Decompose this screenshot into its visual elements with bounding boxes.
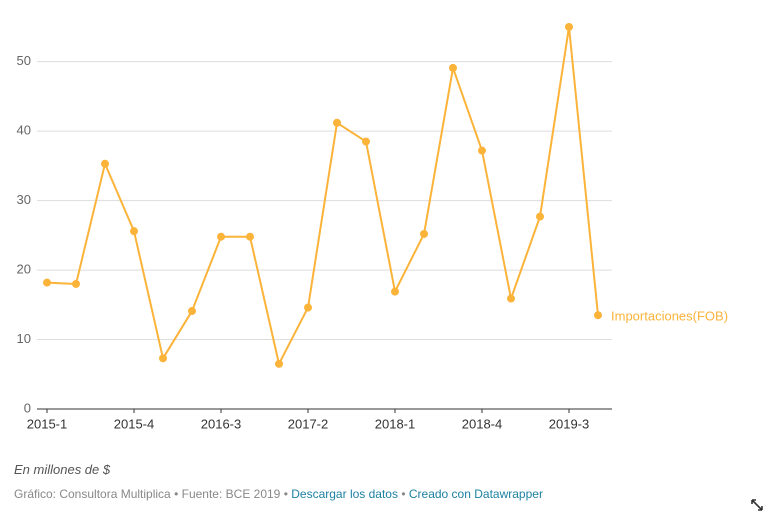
x-tick-label: 2018-4 bbox=[462, 416, 502, 431]
point bbox=[159, 354, 167, 363]
point bbox=[333, 118, 341, 127]
point bbox=[565, 22, 573, 31]
separator: • bbox=[174, 487, 179, 501]
series-label: Importaciones(FOB) bbox=[611, 309, 728, 324]
point bbox=[72, 279, 80, 288]
line bbox=[46, 25, 599, 365]
y-tick-label: 0 bbox=[24, 400, 31, 415]
y-tick-label: 10 bbox=[17, 331, 31, 346]
point bbox=[478, 146, 486, 155]
point bbox=[304, 303, 312, 312]
y-tick-label: 20 bbox=[17, 262, 31, 277]
notes: En millones de $ bbox=[14, 462, 111, 477]
chart-by: Gráfico: Consultora Multiplica bbox=[14, 487, 171, 501]
x-tick-label: 2016-3 bbox=[201, 416, 241, 431]
footer: Gráfico: Consultora Multiplica • Fuente:… bbox=[14, 487, 543, 501]
y-tick-label: 30 bbox=[17, 192, 31, 207]
point bbox=[130, 227, 138, 236]
download-link[interactable]: Descargar los datos bbox=[291, 487, 398, 501]
datawrapper-link[interactable]: Creado con Datawrapper bbox=[408, 487, 543, 501]
point bbox=[217, 232, 225, 241]
x-tick-label: 2015-1 bbox=[27, 416, 67, 431]
x-tick-label: 2017-2 bbox=[288, 416, 328, 431]
source: Fuente: BCE 2019 bbox=[181, 487, 281, 501]
resize-icon[interactable] bbox=[750, 498, 764, 512]
point bbox=[420, 229, 428, 238]
x-tick-label: 2019-3 bbox=[549, 416, 589, 431]
point bbox=[507, 294, 515, 303]
chart: 0 10 20 30 40 50 2015-1 2015-4 2016-3 2017-2 2018-… bbox=[17, 22, 728, 431]
point bbox=[594, 311, 602, 320]
x-tick-label: 2018-1 bbox=[375, 416, 415, 431]
y-tick-label: 50 bbox=[17, 53, 31, 68]
point bbox=[188, 307, 196, 316]
point bbox=[536, 212, 544, 221]
point bbox=[246, 232, 254, 241]
x-tick-label: 2015-4 bbox=[114, 416, 154, 431]
point bbox=[275, 359, 283, 368]
y-tick-label: 40 bbox=[17, 123, 31, 138]
point bbox=[391, 287, 399, 296]
separator: • bbox=[283, 487, 288, 501]
point bbox=[101, 159, 109, 168]
point bbox=[449, 63, 457, 72]
separator: • bbox=[401, 487, 406, 501]
point bbox=[362, 137, 370, 146]
point bbox=[43, 278, 51, 287]
